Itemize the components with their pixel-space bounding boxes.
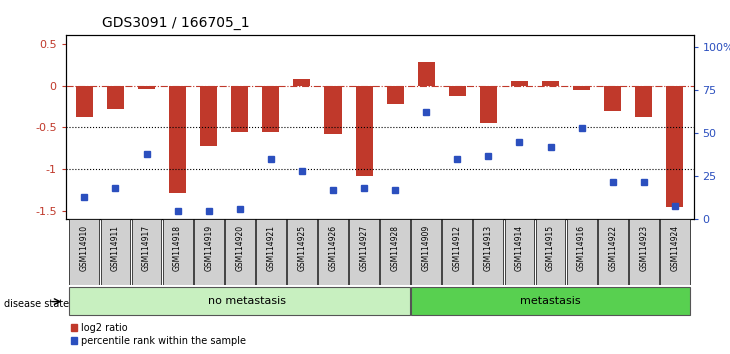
Text: GSM114927: GSM114927 bbox=[360, 225, 369, 271]
Bar bbox=[256, 219, 285, 285]
Bar bbox=[107, 86, 124, 109]
Bar bbox=[542, 81, 559, 86]
Bar bbox=[666, 86, 683, 207]
Bar bbox=[318, 219, 348, 285]
Text: GSM114922: GSM114922 bbox=[608, 225, 617, 271]
Bar bbox=[504, 219, 534, 285]
Bar bbox=[193, 219, 223, 285]
Text: GDS3091 / 166705_1: GDS3091 / 166705_1 bbox=[102, 16, 250, 30]
Bar bbox=[511, 81, 528, 86]
Bar bbox=[69, 219, 99, 285]
Bar bbox=[76, 86, 93, 118]
Text: GSM114928: GSM114928 bbox=[391, 225, 399, 271]
Text: GSM114919: GSM114919 bbox=[204, 225, 213, 271]
Bar bbox=[169, 86, 186, 193]
Bar bbox=[69, 287, 410, 315]
Bar bbox=[387, 86, 404, 104]
Bar bbox=[138, 86, 155, 89]
Bar bbox=[349, 219, 379, 285]
Bar bbox=[660, 219, 690, 285]
Text: GSM114916: GSM114916 bbox=[577, 225, 586, 271]
Bar bbox=[411, 287, 690, 315]
Bar bbox=[231, 86, 248, 132]
Bar bbox=[480, 86, 497, 123]
Bar bbox=[629, 219, 658, 285]
Bar bbox=[411, 219, 441, 285]
Bar bbox=[474, 219, 503, 285]
Bar bbox=[287, 219, 317, 285]
Text: GSM114923: GSM114923 bbox=[639, 225, 648, 271]
Text: GSM114926: GSM114926 bbox=[328, 225, 337, 271]
Bar bbox=[225, 219, 255, 285]
Bar bbox=[262, 86, 280, 132]
Text: GSM114913: GSM114913 bbox=[484, 225, 493, 271]
Text: no metastasis: no metastasis bbox=[208, 296, 286, 306]
Text: GSM114911: GSM114911 bbox=[111, 225, 120, 271]
Text: GSM114917: GSM114917 bbox=[142, 225, 151, 271]
Text: GSM114910: GSM114910 bbox=[80, 225, 89, 271]
Bar bbox=[536, 219, 566, 285]
Text: GSM114912: GSM114912 bbox=[453, 225, 462, 271]
Bar bbox=[324, 86, 342, 134]
Text: GSM114914: GSM114914 bbox=[515, 225, 524, 271]
Text: GSM114925: GSM114925 bbox=[297, 225, 307, 271]
Bar bbox=[573, 86, 590, 90]
Bar bbox=[293, 79, 310, 86]
Bar bbox=[163, 219, 193, 285]
Bar bbox=[604, 86, 621, 111]
Bar bbox=[598, 219, 628, 285]
Text: metastasis: metastasis bbox=[520, 296, 581, 306]
Bar bbox=[635, 86, 653, 118]
Legend: log2 ratio, percentile rank within the sample: log2 ratio, percentile rank within the s… bbox=[71, 323, 246, 346]
Text: disease state: disease state bbox=[4, 299, 69, 309]
Bar bbox=[101, 219, 131, 285]
Text: GSM114909: GSM114909 bbox=[422, 225, 431, 271]
Text: GSM114920: GSM114920 bbox=[235, 225, 245, 271]
Bar bbox=[200, 86, 218, 146]
Text: GSM114918: GSM114918 bbox=[173, 225, 182, 271]
Bar bbox=[131, 219, 161, 285]
Text: GSM114921: GSM114921 bbox=[266, 225, 275, 271]
Bar bbox=[566, 219, 596, 285]
Bar bbox=[442, 219, 472, 285]
Bar bbox=[449, 86, 466, 96]
Bar bbox=[356, 86, 372, 176]
Text: GSM114915: GSM114915 bbox=[546, 225, 555, 271]
Bar bbox=[418, 62, 435, 86]
Text: GSM114924: GSM114924 bbox=[670, 225, 680, 271]
Bar bbox=[380, 219, 410, 285]
